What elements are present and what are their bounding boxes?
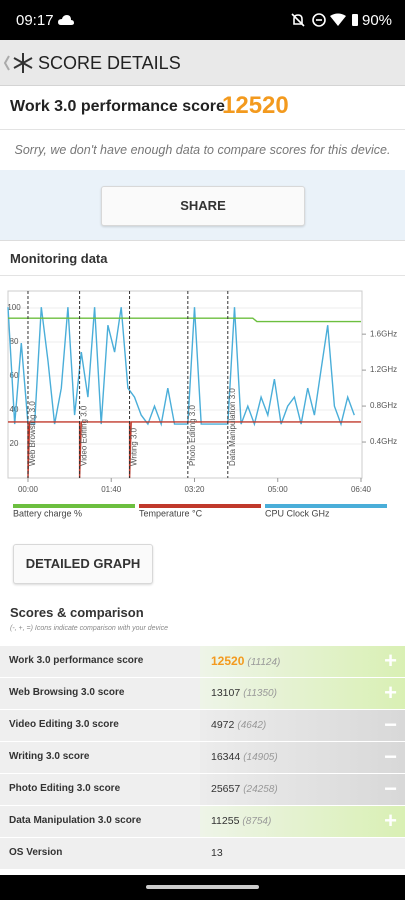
score-row: Writing 3.0 score 16344 (14905) − [0,742,405,774]
comparison-icon: + [384,680,397,705]
section-label: Photo Editing 3.0 [188,405,197,466]
comparison-score: (11350) [243,688,277,699]
legend-swatch [139,504,261,508]
score-value: 13 [211,847,223,859]
row-label: Data Manipulation 3.0 score [9,815,142,826]
section-title: Monitoring data [10,251,108,266]
detailed-graph-button[interactable]: DETAILED GRAPH [13,544,153,584]
row-label: Video Editing 3.0 score [9,719,119,730]
row-score: 25657 (24258) [211,783,278,795]
row-value-cell: 25657 (24258) − [200,774,405,805]
nav-bar [0,875,405,900]
row-value-cell: 4972 (4642) − [200,710,405,741]
score-row: Work 3.0 performance score 12520 (11124) + [0,646,405,678]
divider [0,275,405,276]
x-tick-label: 01:40 [101,485,122,494]
app-header: SCORE DETAILS [0,40,405,86]
comparison-score: (8754) [242,816,272,827]
comparison-score: (4642) [237,720,267,731]
status-bar: 09:17 90% [0,0,405,40]
score-value: 16344 [211,751,241,763]
comparison-icon: + [384,648,397,673]
share-button[interactable]: SHARE [101,186,305,226]
row-label: Photo Editing 3.0 score [9,783,121,794]
x-tick-label: 05:00 [268,485,289,494]
legend-label: CPU Clock GHz [265,508,330,518]
section-title: Scores & comparison [10,605,144,620]
section-label: Data Manipulation 3.0 [228,388,237,466]
score-card: Work 3.0 performance score 12520 Sorry, … [0,86,405,170]
y2-tick-label: 1.6GHz [370,329,397,338]
score-value: 4972 [211,719,235,731]
y-tick-label: 80 [10,337,19,346]
score-row: Photo Editing 3.0 score 25657 (24258) − [0,774,405,806]
section-subtitle: (-, +, =) Icons indicate comparison with… [10,625,168,632]
status-icons [291,13,358,27]
score-value: 13107 [211,687,241,699]
section-label: Web Browsing 3.0 [28,401,37,466]
y2-tick-label: 0.4GHz [370,437,397,446]
y-tick-label: 60 [10,371,19,380]
comparison-score: (24258) [243,784,278,795]
comparison-score: (14905) [243,752,278,763]
section-label: Writing 3.0 [130,427,139,466]
y2-tick-label: 0.8GHz [370,401,397,410]
score-value: 25657 [211,783,241,795]
x-tick-label: 06:40 [351,485,372,494]
series-line [7,307,355,427]
status-time: 09:17 [16,12,54,29]
y2-tick-label: 1.2GHz [370,365,397,374]
divider [0,129,405,130]
row-value-cell: 13 [200,838,405,869]
score-value: 11255 [211,815,240,827]
score-row: OS Version 13 [0,838,405,870]
comparison-score: (11124) [247,657,281,668]
section-label: Video Editing 3.0 [80,405,89,466]
y-tick-label: 20 [10,439,19,448]
back-logo[interactable] [3,52,35,74]
row-label: Web Browsing 3.0 score [9,687,125,698]
y-tick-label: 100 [7,303,21,312]
notice: Sorry, we don't have enough data to comp… [14,143,391,157]
legend-swatch [265,504,387,508]
row-score: 13 [211,847,223,859]
row-score: 11255 (8754) [211,815,271,827]
score-row: Data Manipulation 3.0 score 11255 (8754) + [0,806,405,838]
monitoring-chart: 204060801000.4GHz0.8GHz1.2GHz1.6GHz00:00… [7,290,397,518]
score-value: 12520 [222,92,289,119]
row-label: OS Version [9,847,63,858]
score-label: Work 3.0 performance score [10,98,225,115]
comparison-icon: − [384,744,397,769]
score-row: Video Editing 3.0 score 4972 (4642) − [0,710,405,742]
score-value: 12520 [211,654,245,668]
legend-label: Battery charge % [13,508,82,518]
legend-label: Temperature °C [139,508,203,518]
page-title: SCORE DETAILS [38,53,181,73]
row-value-cell: 16344 (14905) − [200,742,405,773]
battery-level: 90% [362,12,393,29]
monitoring-card: Monitoring data 20 40 60 80 100 0.4GHz 0.8GHz 1… [0,240,405,876]
x-tick-label: 03:20 [184,485,205,494]
share-area: SHARE [0,170,405,240]
row-score: 12520 (11124) [211,654,280,668]
row-score: 13107 (11350) [211,687,277,699]
legend-swatch [13,504,135,508]
row-score: 4972 (4642) [211,719,266,731]
row-value-cell: 12520 (11124) + [200,646,405,677]
series-line [8,317,361,323]
row-label: Writing 3.0 score [9,751,90,762]
cloud-icon [58,15,74,25]
comparison-icon: + [384,808,397,833]
row-score: 16344 (14905) [211,751,278,763]
x-tick-label: 00:00 [18,485,39,494]
home-pill[interactable] [146,885,259,889]
comparison-icon: − [384,712,397,737]
scores-table: Work 3.0 performance score 12520 (11124) + W… [0,646,405,870]
row-value-cell: 11255 (8754) + [200,806,405,837]
row-value-cell: 13107 (11350) + [200,678,405,709]
row-label: Work 3.0 performance score [9,655,144,666]
score-row: Web Browsing 3.0 score 13107 (11350) + [0,678,405,710]
comparison-icon: − [384,776,397,801]
